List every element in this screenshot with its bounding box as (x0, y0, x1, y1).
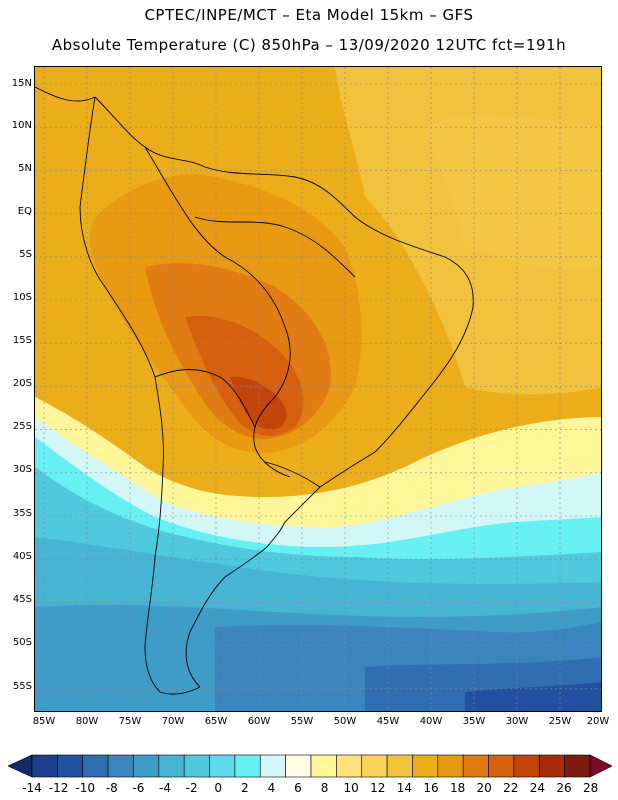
country-border-2 (194, 216, 356, 278)
country-border-3 (154, 369, 256, 428)
lon-label: 50W (333, 716, 357, 727)
colorbar-swatch (259, 754, 286, 778)
colorbar-over-triangle (589, 754, 612, 778)
lat-label: 25S (12, 421, 32, 432)
field-core-26 (230, 376, 287, 430)
colorbar-swatch (386, 754, 413, 778)
colorbar-label: -2 (185, 781, 198, 795)
lat-label: 5S (19, 249, 32, 260)
colorbar-swatch (437, 754, 464, 778)
lat-label: 10S (12, 292, 32, 303)
colorbar-swatch (31, 754, 58, 778)
temperature-colorbar (8, 754, 612, 778)
lat-label: 40S (12, 551, 32, 562)
colorbar-label: 14 (396, 781, 413, 795)
field-band--12 (465, 682, 601, 711)
colorbar-label: 10 (343, 781, 359, 795)
lon-label: 55W (290, 716, 314, 727)
lat-label: 15N (11, 78, 32, 89)
colorbar-swatch (412, 754, 439, 778)
central-america-coast (35, 86, 96, 102)
field-band-16b (425, 115, 601, 270)
colorbar-swatch (361, 754, 388, 778)
colorbar-swatch (310, 754, 337, 778)
colorbar-swatch (285, 754, 312, 778)
temperature-field (35, 67, 601, 711)
patagonia-coast (185, 546, 268, 688)
lat-label: EQ (17, 206, 32, 217)
colorbar-swatch (488, 754, 515, 778)
lat-label: 20S (12, 378, 32, 389)
colorbar-swatch (107, 754, 134, 778)
atlantic-coast (94, 96, 474, 548)
lon-label: 75W (118, 716, 142, 727)
lat-label: 55S (12, 681, 32, 692)
colorbar-label: -4 (159, 781, 171, 795)
colorbar-swatch (462, 754, 489, 778)
colorbar-label: 20 (476, 781, 492, 795)
colorbar-swatch (336, 754, 363, 778)
lon-label: 80W (75, 716, 99, 727)
colorbar-swatch (183, 754, 210, 778)
colorbar-label: 8 (320, 781, 329, 795)
colorbar-label: 24 (529, 781, 546, 795)
colorbar-label: 18 (449, 781, 466, 795)
lon-label: 25W (548, 716, 572, 727)
colorbar-label: 22 (503, 781, 519, 795)
colorbar-label: -12 (48, 781, 69, 795)
temperature-map (34, 66, 602, 712)
colorbar-label: -6 (132, 781, 145, 795)
country-border-1 (144, 146, 291, 478)
colorbar-swatch (538, 754, 565, 778)
lat-label: 5N (18, 163, 32, 174)
colorbar-label: 12 (370, 781, 386, 795)
lat-label: 35S (12, 508, 32, 519)
colorbar-label: -8 (105, 781, 118, 795)
colorbar-swatch (209, 754, 236, 778)
lat-label: 15S (12, 335, 32, 346)
pacific-coast (79, 96, 201, 695)
coastlines (35, 86, 474, 695)
colorbar-label: 4 (267, 781, 276, 795)
lat-label: 45S (12, 594, 32, 605)
colorbar-swatch (82, 754, 109, 778)
lon-label: 85W (32, 716, 56, 727)
colorbar-swatch (57, 754, 84, 778)
lat-label: 50S (12, 637, 32, 648)
lat-label: 30S (12, 464, 32, 475)
lon-label: 20W (586, 716, 610, 727)
colorbar-swatch (513, 754, 540, 778)
lon-label: 45W (376, 716, 400, 727)
lon-label: 40W (419, 716, 443, 727)
lon-label: 30W (505, 716, 529, 727)
lon-label: 70W (161, 716, 185, 727)
colorbar-label: 26 (556, 781, 572, 795)
lon-label: 65W (204, 716, 228, 727)
colorbar-under-triangle (8, 754, 33, 778)
lon-label: 35W (462, 716, 486, 727)
map-title-line2: Absolute Temperature (C) 850hPa – 13/09/… (51, 36, 567, 54)
country-border-4 (264, 461, 321, 488)
map-title-line1: CPTEC/INPE/MCT – Eta Model 15km – GFS (144, 6, 474, 24)
colorbar-label: 6 (294, 781, 302, 795)
colorbar-label: 28 (582, 781, 599, 795)
colorbar-label: -14 (22, 781, 42, 795)
colorbar-swatch (234, 754, 261, 778)
lat-label: 10N (11, 120, 32, 131)
colorbar-label: 2 (240, 781, 249, 795)
colorbar-label: -10 (75, 781, 95, 795)
lon-label: 60W (247, 716, 271, 727)
colorbar-label: 16 (423, 781, 439, 795)
colorbar-swatch (564, 754, 591, 778)
colorbar-swatch (133, 754, 160, 778)
colorbar-label: 0 (214, 781, 222, 795)
colorbar-swatch (158, 754, 185, 778)
